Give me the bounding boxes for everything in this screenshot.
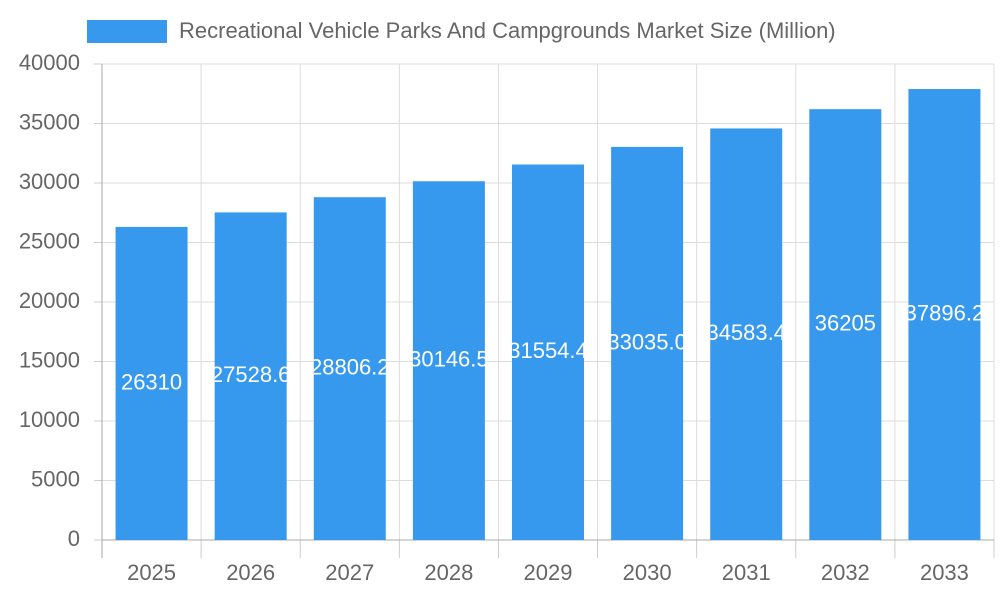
bar [611,146,684,541]
x-tick-label: 2026 [226,560,275,585]
x-tick-label: 2030 [623,560,672,585]
x-tick-label: 2028 [424,560,473,585]
y-tick-label: 0 [68,526,80,551]
bar [908,89,981,540]
x-tick-label: 2029 [524,560,573,585]
x-tick-label: 2032 [821,560,870,585]
x-tick-label: 2025 [127,560,176,585]
y-tick-label: 35000 [19,109,80,134]
value-label: 26310 [121,369,182,394]
x-tick-label: 2033 [920,560,969,585]
value-label: 27528.6 [211,362,291,387]
value-label: 33035.0 [607,329,687,354]
y-tick-label: 30000 [19,169,80,194]
value-label: 34583.4 [706,320,786,345]
value-label: 37896.2 [905,300,985,325]
y-tick-label: 15000 [19,347,80,372]
value-label: 30146.5 [409,346,489,371]
x-tick-label: 2027 [325,560,374,585]
y-tick-label: 5000 [31,466,80,491]
value-label: 28806.2 [310,354,390,379]
bar [214,212,287,540]
bar [710,128,783,541]
value-label: 31554.4 [508,338,588,363]
bar [115,226,188,540]
y-tick-label: 40000 [19,50,80,75]
y-tick-label: 10000 [19,407,80,432]
y-tick-label: 20000 [19,288,80,313]
x-tick-label: 2031 [722,560,771,585]
bar [809,109,882,541]
y-tick-label: 25000 [19,228,80,253]
bar [512,164,584,541]
bar [412,181,485,540]
bar [313,197,386,540]
value-label: 36205 [815,310,876,335]
legend-swatch [87,20,167,43]
legend-label: Recreational Vehicle Parks And Campgroun… [179,18,836,43]
